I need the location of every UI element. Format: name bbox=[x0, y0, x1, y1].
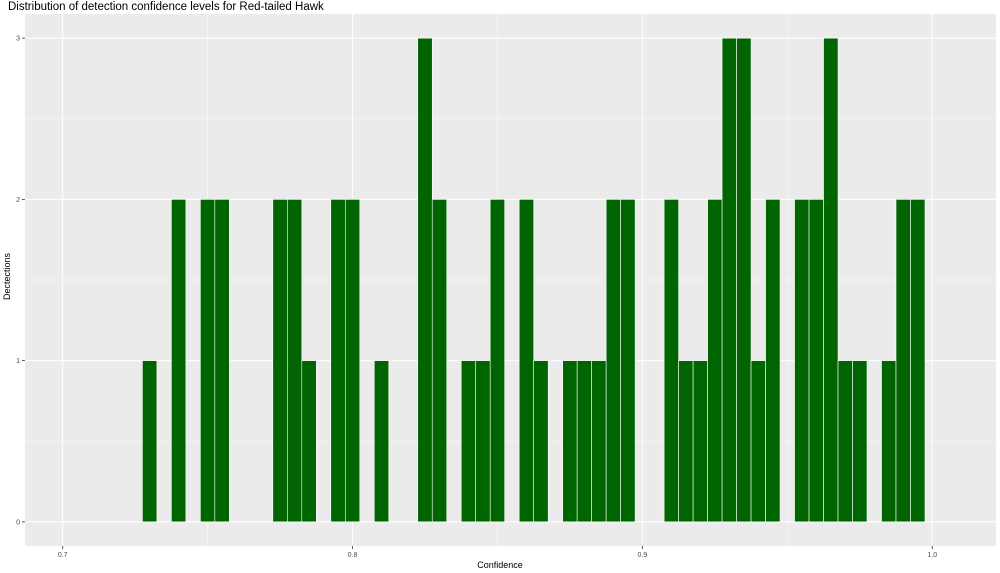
bar bbox=[272, 199, 288, 523]
bar bbox=[460, 360, 477, 523]
bar bbox=[373, 360, 390, 523]
bar bbox=[750, 360, 766, 523]
bar bbox=[678, 360, 694, 523]
bar bbox=[417, 37, 433, 523]
bar bbox=[837, 360, 853, 523]
bar bbox=[475, 360, 491, 523]
bar bbox=[895, 199, 911, 523]
bar bbox=[533, 360, 549, 523]
bar bbox=[692, 360, 708, 523]
bar bbox=[808, 199, 824, 523]
bar bbox=[823, 37, 839, 523]
y-tick-label: 1 bbox=[16, 358, 20, 365]
bar bbox=[721, 37, 737, 523]
bar bbox=[663, 199, 679, 523]
bar bbox=[489, 199, 506, 523]
bar bbox=[344, 199, 361, 523]
bar bbox=[605, 199, 621, 523]
bar bbox=[287, 199, 303, 523]
bar bbox=[620, 199, 636, 523]
x-ticks: 0.7 0.8 0.9 1.0 bbox=[58, 546, 937, 559]
x-axis-label: Confidence bbox=[477, 560, 523, 570]
bar bbox=[765, 199, 781, 523]
x-tick-label: 0.7 bbox=[58, 552, 68, 559]
bar bbox=[518, 199, 534, 523]
x-tick-label: 0.8 bbox=[348, 552, 358, 559]
bar bbox=[736, 37, 752, 523]
x-tick-label: 1.0 bbox=[927, 552, 937, 559]
bar bbox=[200, 199, 216, 523]
x-tick-label: 0.9 bbox=[638, 552, 648, 559]
bar bbox=[214, 199, 230, 523]
bar bbox=[591, 360, 607, 523]
y-ticks: 0 1 2 3 bbox=[16, 36, 25, 526]
bar bbox=[576, 360, 592, 523]
bar bbox=[794, 199, 810, 523]
bar bbox=[852, 360, 868, 523]
bars-group bbox=[142, 37, 926, 523]
bar bbox=[562, 360, 578, 523]
bar bbox=[910, 199, 926, 523]
bar bbox=[171, 199, 187, 523]
bar bbox=[301, 360, 317, 523]
bar bbox=[431, 199, 448, 523]
chart-title: Distribution of detection confidence lev… bbox=[8, 1, 324, 13]
y-tick-label: 2 bbox=[16, 197, 20, 204]
bar bbox=[330, 199, 346, 523]
y-tick-label: 0 bbox=[16, 519, 20, 526]
bar bbox=[707, 199, 723, 523]
bar bbox=[881, 360, 897, 523]
bar bbox=[142, 360, 158, 523]
y-tick-label: 3 bbox=[16, 36, 20, 43]
